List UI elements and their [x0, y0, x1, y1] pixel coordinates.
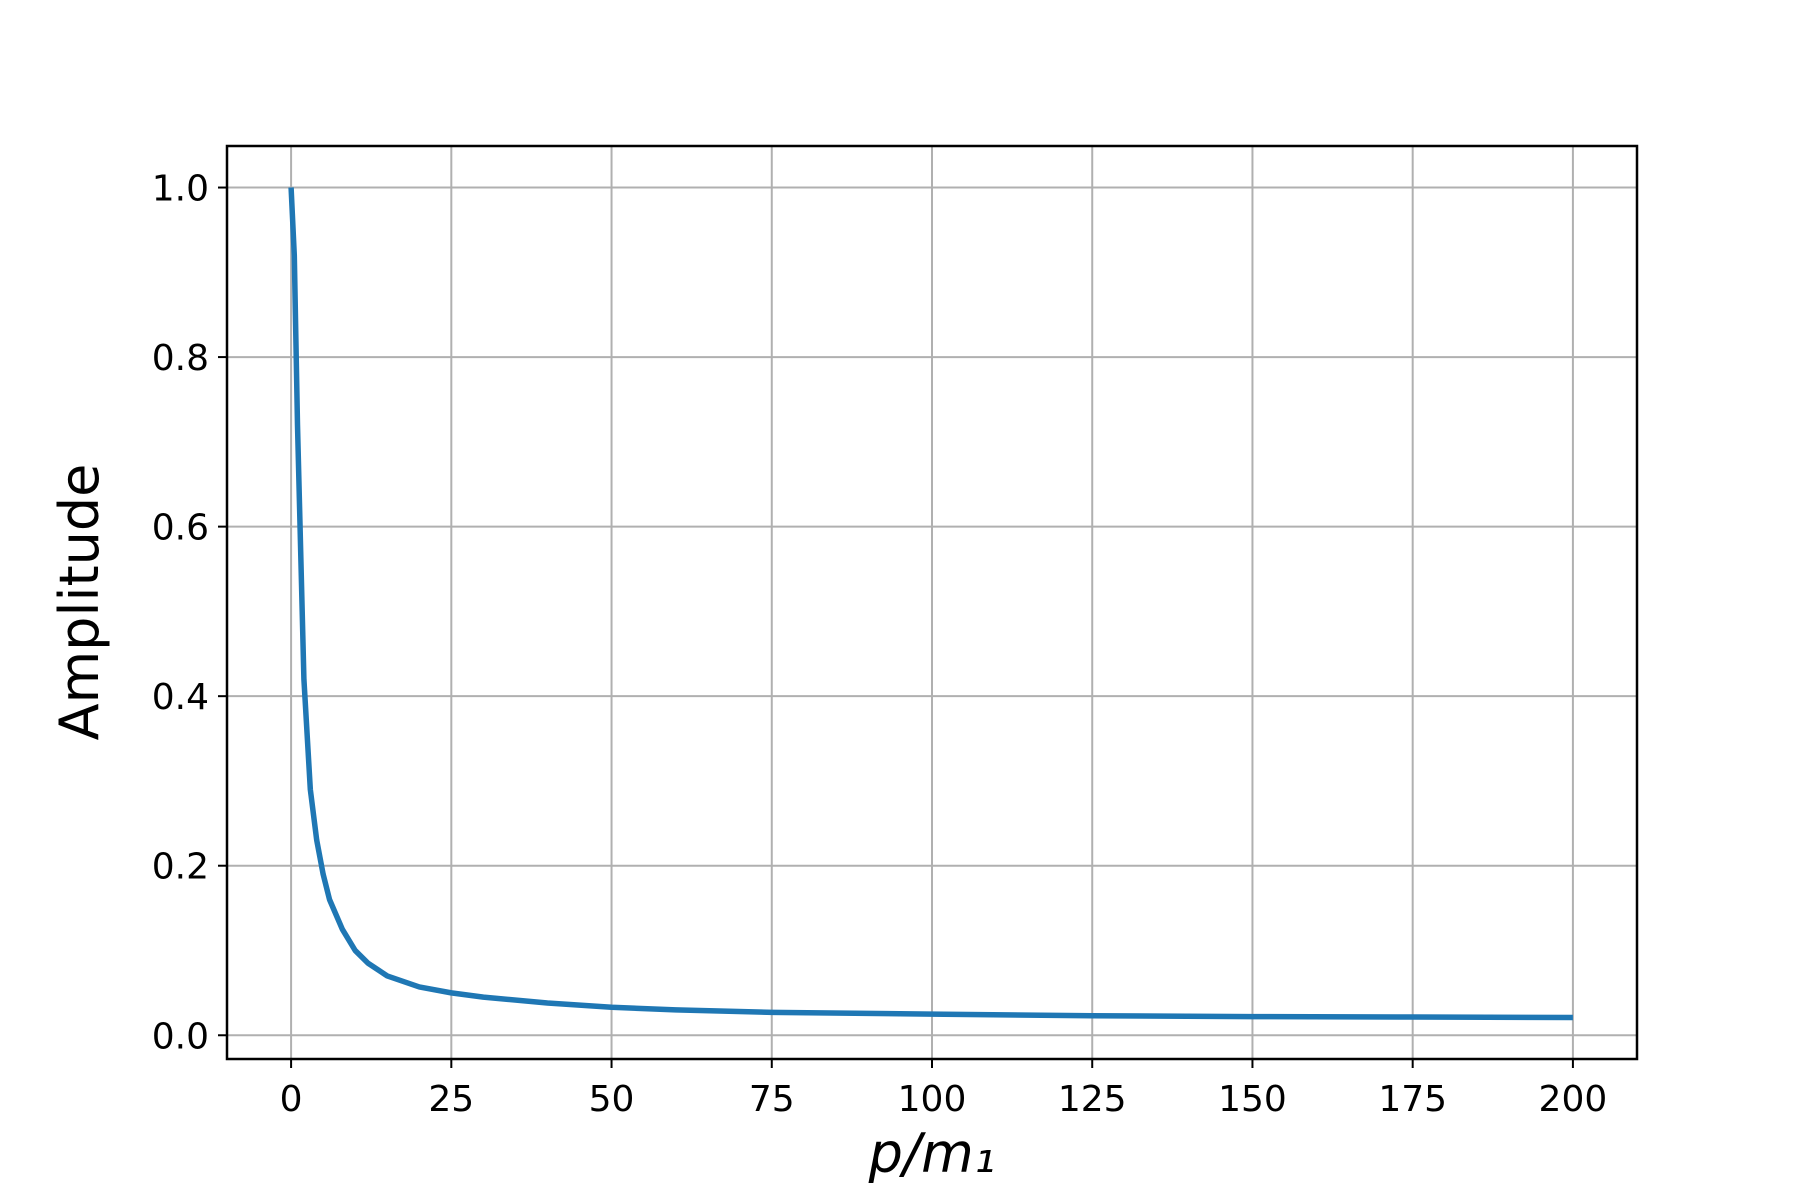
y-tick-label: 0.6	[152, 508, 209, 549]
x-tick-label: 175	[1378, 1079, 1447, 1120]
y-tick-label: 0.0	[152, 1016, 209, 1057]
x-tick-label: 75	[749, 1079, 795, 1120]
y-tick-label: 0.2	[152, 847, 209, 888]
x-tick-label: 125	[1058, 1079, 1127, 1120]
data-line	[288, 187, 1573, 1021]
plot-frame	[225, 144, 1639, 1061]
x-tick-label: 0	[280, 1079, 303, 1120]
x-axis-label: p/m₁	[868, 1122, 996, 1185]
x-tick-label: 150	[1218, 1079, 1287, 1120]
y-tick-label: 1.0	[152, 169, 209, 210]
x-tick-label: 200	[1539, 1079, 1608, 1120]
x-tick-label: 25	[428, 1079, 474, 1120]
x-tick-label: 100	[898, 1079, 967, 1120]
y-axis-label: Amplitude	[48, 464, 111, 741]
x-tick-label: 50	[589, 1079, 635, 1120]
y-tick-label: 0.8	[152, 338, 209, 379]
y-tick-label: 0.4	[152, 677, 209, 718]
